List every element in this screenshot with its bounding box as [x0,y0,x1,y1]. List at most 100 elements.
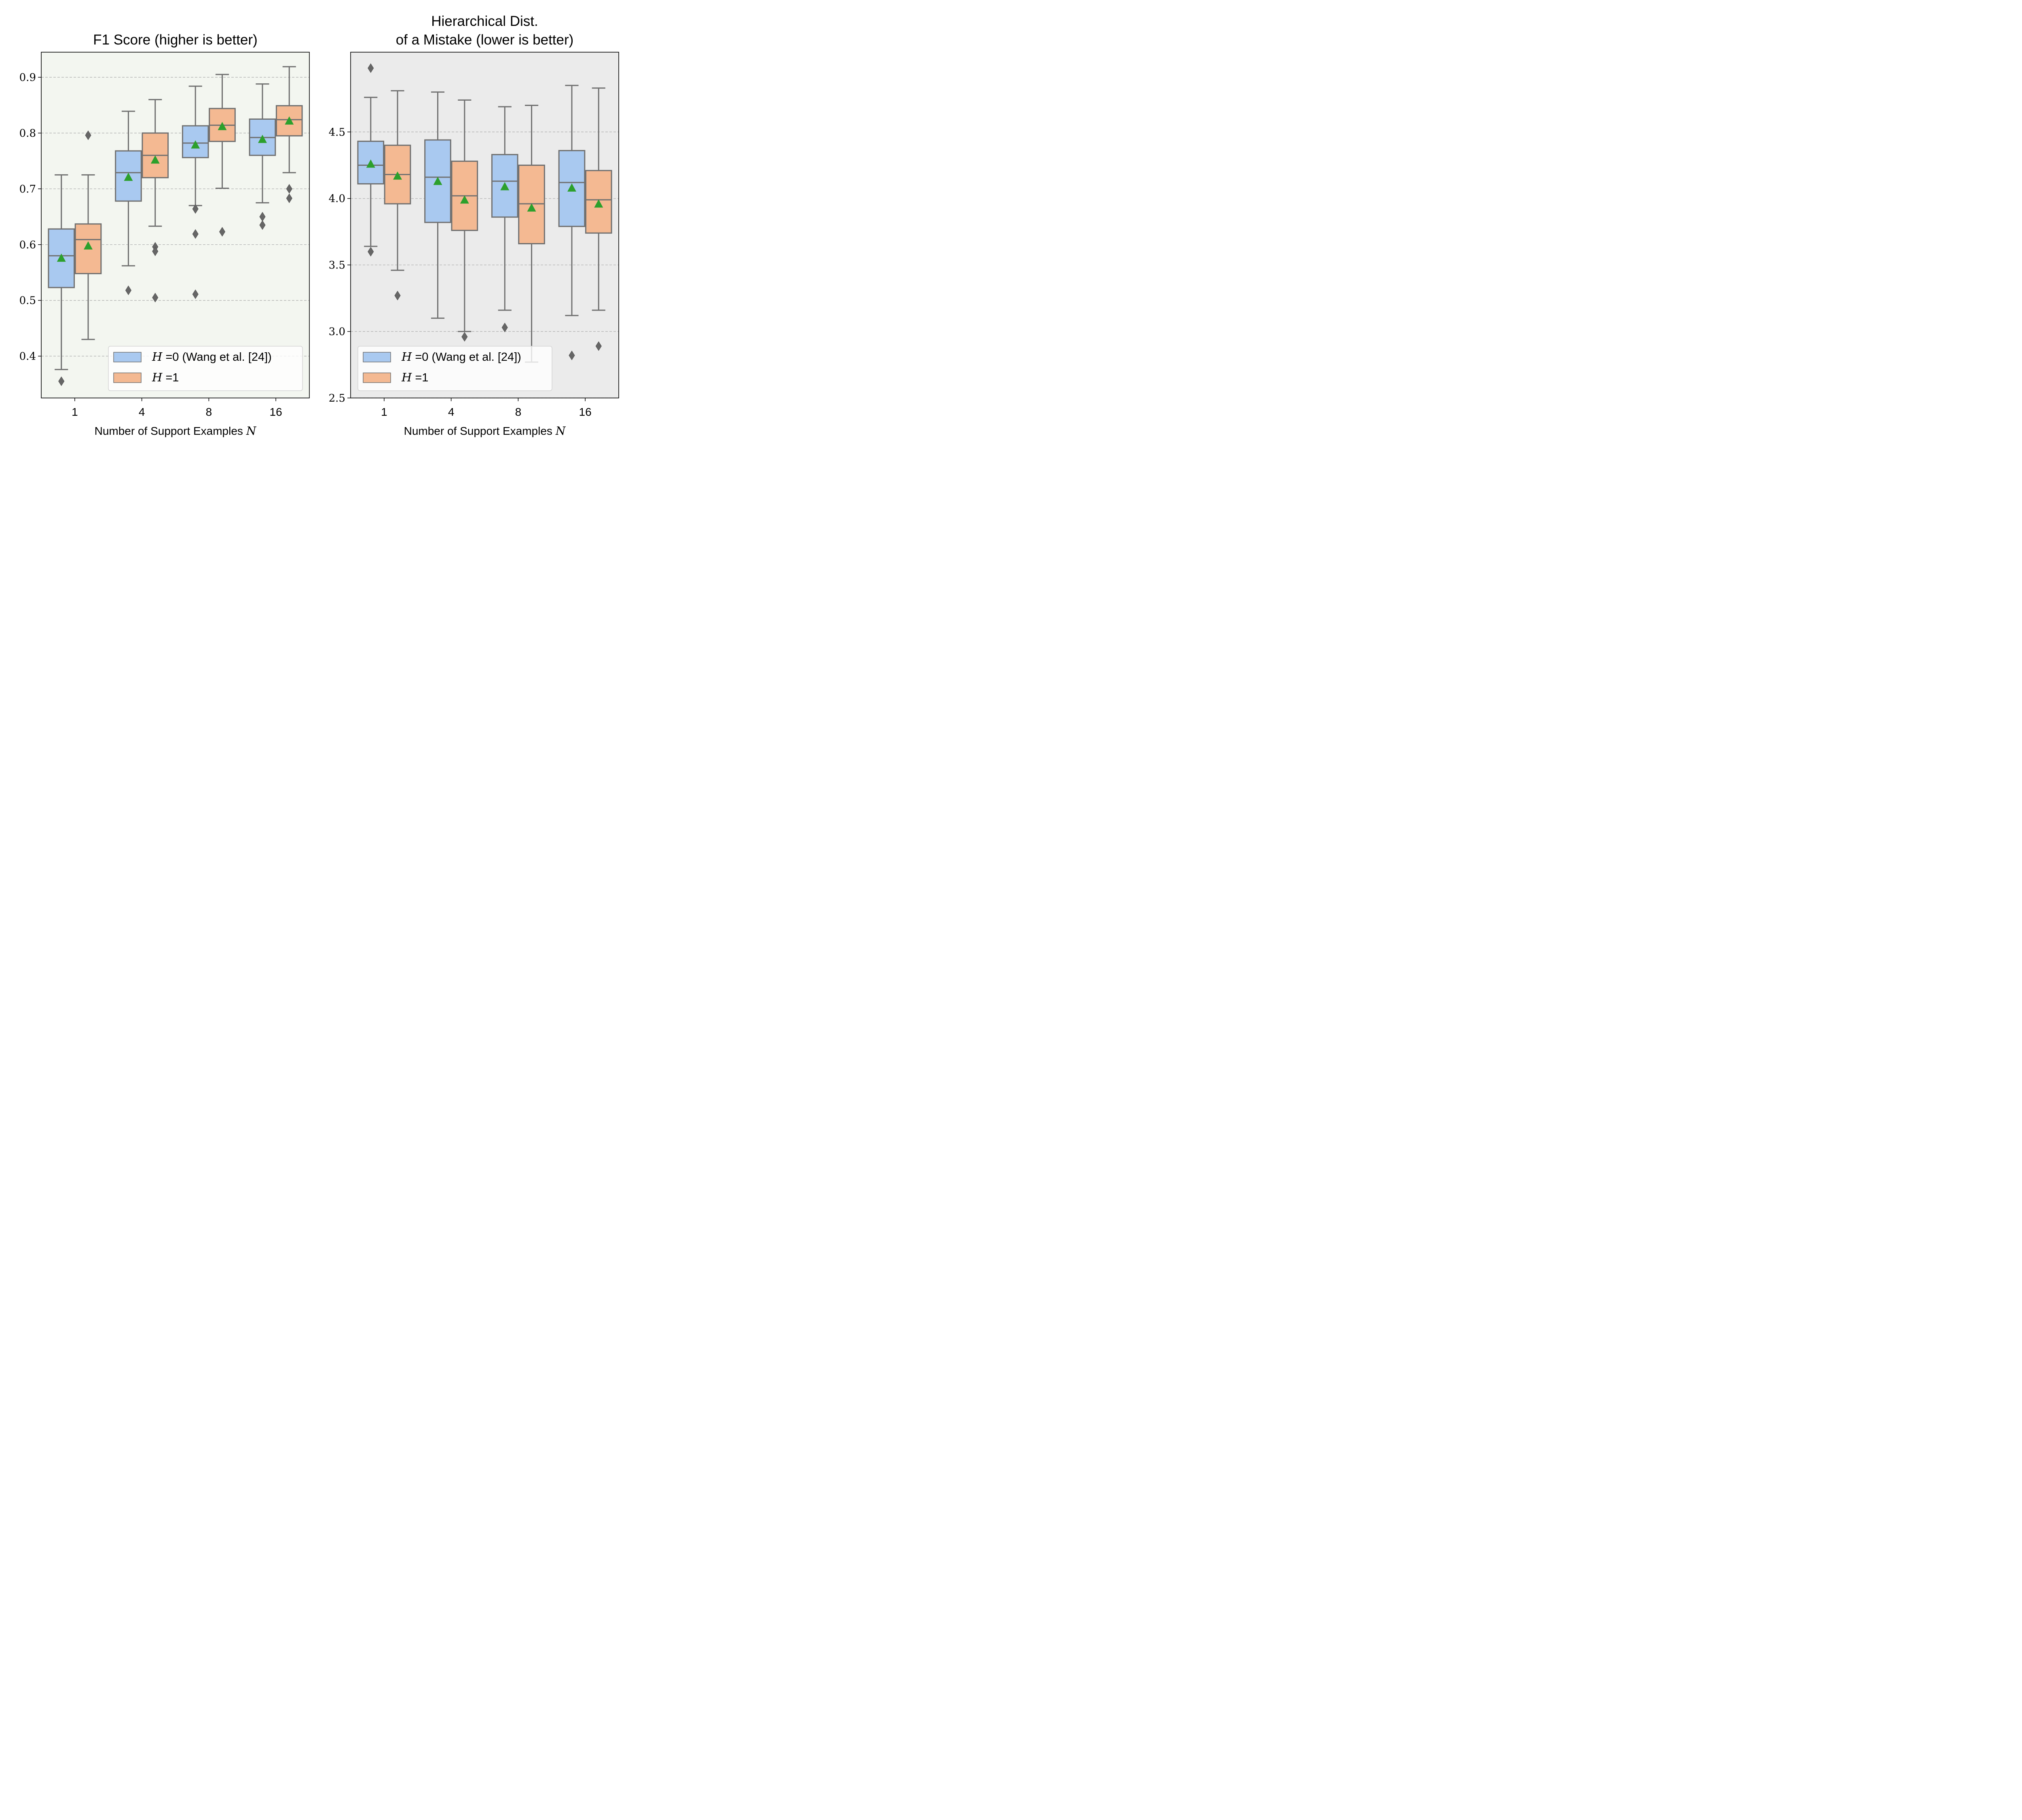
f1-x-axis-label: Number of Support Examples N [95,424,257,438]
hier-dist-boxes [357,63,612,363]
f1-box-group [115,110,142,295]
hier-dist-box [585,170,612,234]
f1-legend-h0-text: =0 (Wang et al. [24]) [162,351,272,364]
hier-dist-y-tick-label: 4.5 [329,126,345,138]
f1-score-panel: 0.4 0.5 0.6 0.7 0.8 0.9 1 4 8 16 F1 Score (highe… [19,32,310,438]
f1-box-group [48,174,75,386]
hier-dist-legend-h1-symbol: H [401,370,412,384]
hier-dist-box-group [558,85,586,360]
f1-boxes [48,66,303,386]
f1-outlier-marker [259,220,266,230]
hier-dist-legend-swatch-h1 [363,372,391,383]
hier-dist-x-tick-label: 4 [448,406,455,418]
hier-dist-panel: 2.5 3.0 3.5 4.0 4.5 1 4 8 16 Hierarchical Dist.… [329,13,619,438]
f1-y-tick-label: 0.8 [19,127,36,140]
f1-mean-marker [150,155,160,164]
hier-dist-mean-marker [527,203,536,212]
hier-dist-outlier-marker [461,332,468,342]
f1-legend-swatch-h1 [113,372,142,383]
hier-dist-outlier-marker [569,350,575,360]
f1-box-group [275,66,303,203]
hier-dist-legend-h0-symbol: H [401,350,412,364]
hier-dist-outlier-marker [394,290,401,301]
f1-chart-title: F1 Score (higher is better) [93,32,258,48]
f1-mean-marker [84,241,93,250]
hier-dist-box-group [357,63,385,257]
f1-box-group [182,85,209,299]
f1-box-group [249,83,276,230]
hier-dist-legend-label-h0: H =0 (Wang et al. [24]) [401,350,521,364]
hier-dist-legend-frame [357,346,552,391]
f1-legend: H =0 (Wang et al. [24]) H =1 [108,346,303,391]
hier-dist-mean-marker [594,199,603,208]
hier-dist-outlier-marker [501,322,508,332]
hier-dist-x-axis-label: Number of Support Examples N [404,424,566,438]
f1-x-tick-label: 8 [206,406,212,418]
figure: 0.4 0.5 0.6 0.7 0.8 0.9 1 4 8 16 F1 Score (highe… [0,0,631,451]
hier-dist-mean-marker [460,195,469,204]
f1-outlier-marker [286,193,292,203]
f1-outlier-marker [192,229,199,239]
hier-dist-box-group [424,91,451,319]
f1-outlier-marker [58,376,65,386]
f1-box-group [142,99,169,303]
hier-dist-x-tick-label: 8 [515,406,522,418]
f1-x-tick-label: 1 [72,406,78,418]
hier-dist-outlier-marker [595,341,602,351]
f1-mean-marker [57,253,66,262]
f1-legend-h1-text: =1 [162,371,179,384]
f1-legend-frame [108,346,303,391]
hier-dist-mean-marker [393,171,402,180]
hier-dist-chart-title: Hierarchical Dist. of a Mistake (lower is… [396,13,574,48]
hier-dist-box-group [384,90,411,301]
hier-dist-box [491,154,518,218]
f1-mean-marker [258,135,267,143]
f1-mean-marker [285,116,294,125]
f1-box-group [74,130,102,340]
hier-dist-box-group [491,106,518,332]
f1-y-tick-label: 0.4 [19,351,36,363]
f1-mean-marker [124,172,133,181]
f1-y-tick-label: 0.6 [19,239,36,251]
hier-dist-legend-label-h1: H =1 [401,370,428,384]
f1-x-ticks: 1 4 8 16 [72,398,282,418]
hier-dist-outlier-marker [368,63,374,73]
f1-legend-label-h1: H =1 [152,370,179,384]
hier-dist-chart-title-line: Hierarchical Dist. [431,13,538,29]
f1-mean-marker [218,122,227,130]
hier-dist-y-tick-label: 2.5 [329,392,345,404]
hier-dist-x-tick-label: 1 [381,406,387,418]
hier-dist-mean-marker [366,159,375,168]
f1-box-group [209,74,236,237]
f1-box [74,223,102,274]
f1-outlier-marker [85,130,91,140]
f1-outlier-marker [192,289,199,299]
hier-dist-legend: H =0 (Wang et al. [24]) H =1 [357,346,552,391]
f1-outlier-marker [286,184,292,194]
hier-dist-y-ticks: 2.5 3.0 3.5 4.0 4.5 [329,126,351,404]
hier-dist-mean-marker [500,182,510,190]
f1-legend-h0-symbol: H [152,350,163,364]
hier-dist-legend-h0-text: =0 (Wang et al. [24]) [412,351,521,364]
hier-dist-box-group [518,105,545,363]
hier-dist-y-tick-label: 3.0 [329,326,345,338]
hier-dist-x-tick-label: 16 [579,406,592,418]
hier-dist-mean-marker [433,176,442,185]
hier-dist-legend-swatch-h0 [363,352,391,362]
hier-dist-mean-marker [567,183,576,192]
f1-x-tick-label: 4 [139,406,145,418]
f1-x-tick-label: 16 [270,406,282,418]
f1-outlier-marker [152,246,159,256]
hier-dist-y-tick-label: 3.5 [329,259,345,271]
f1-outlier-marker [219,227,226,237]
hier-dist-outlier-marker [368,247,374,257]
f1-outlier-marker [152,292,159,303]
hier-dist-x-axis-label-symbol: N [555,424,566,438]
hier-dist-axes-frame [350,52,619,398]
f1-legend-h1-symbol: H [152,370,163,384]
f1-y-tick-label: 0.5 [19,295,36,307]
f1-x-axis-label-symbol: N [246,424,257,438]
f1-y-tick-label: 0.9 [19,72,36,84]
f1-y-tick-label: 0.7 [19,183,36,195]
hier-dist-legend-h1-text: =1 [412,371,428,384]
